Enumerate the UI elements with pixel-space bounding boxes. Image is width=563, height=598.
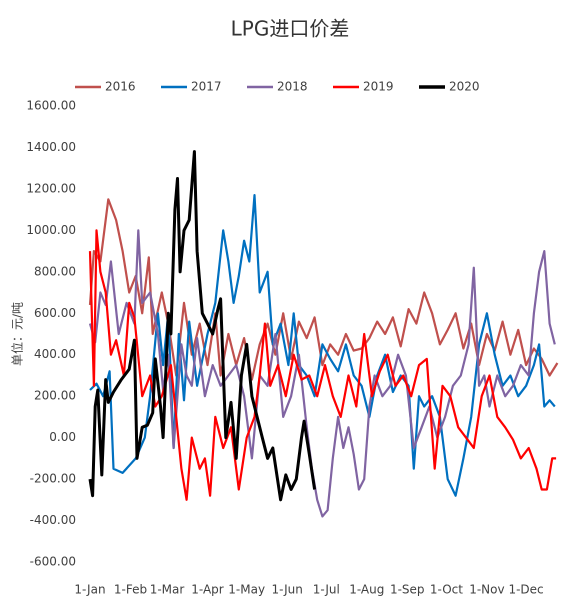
- series-line: [88, 229, 557, 501]
- y-tick-label: 200.00: [34, 389, 76, 403]
- y-tick-label: 1600.00: [26, 99, 76, 113]
- x-tick-label: 1-Aug: [349, 583, 384, 597]
- y-tick-label: 1200.00: [26, 181, 76, 195]
- chart-title: LPG进口价差: [231, 17, 350, 41]
- y-tick-label: 0.00: [49, 430, 76, 444]
- legend-label: 2017: [191, 80, 222, 94]
- y-tick-label: -400.00: [30, 513, 76, 527]
- x-tick-label: 1-May: [228, 583, 265, 597]
- y-tick-label: 400.00: [34, 347, 76, 361]
- x-tick-label: 1-Sep: [390, 583, 425, 597]
- legend-label: 2020: [449, 80, 480, 94]
- x-tick-label: 1-Mar: [150, 583, 185, 597]
- y-tick-label: 800.00: [34, 264, 76, 278]
- x-tick-label: 1-Oct: [430, 583, 463, 597]
- x-tick-label: 1-Jul: [313, 583, 340, 597]
- legend-label: 2019: [363, 80, 394, 94]
- y-tick-label: 1000.00: [26, 223, 76, 237]
- x-tick-label: 1-Feb: [114, 583, 147, 597]
- x-tick-label: 1-Jan: [74, 583, 105, 597]
- y-tick-label: 1400.00: [26, 140, 76, 154]
- y-tick-label: -200.00: [30, 472, 76, 486]
- series-line: [88, 229, 556, 518]
- series-line: [88, 150, 317, 502]
- legend-label: 2018: [277, 80, 308, 94]
- x-tick-label: 1-Nov: [469, 583, 504, 597]
- x-tick-label: 1-Dec: [508, 583, 543, 597]
- y-axis-title: 单位：元/吨: [10, 302, 25, 366]
- legend-label: 2016: [105, 80, 136, 94]
- x-tick-label: 1-Apr: [191, 583, 224, 597]
- y-tick-label: -600.00: [30, 555, 76, 569]
- y-tick-label: 600.00: [34, 306, 76, 320]
- x-tick-label: 1-Jun: [271, 583, 302, 597]
